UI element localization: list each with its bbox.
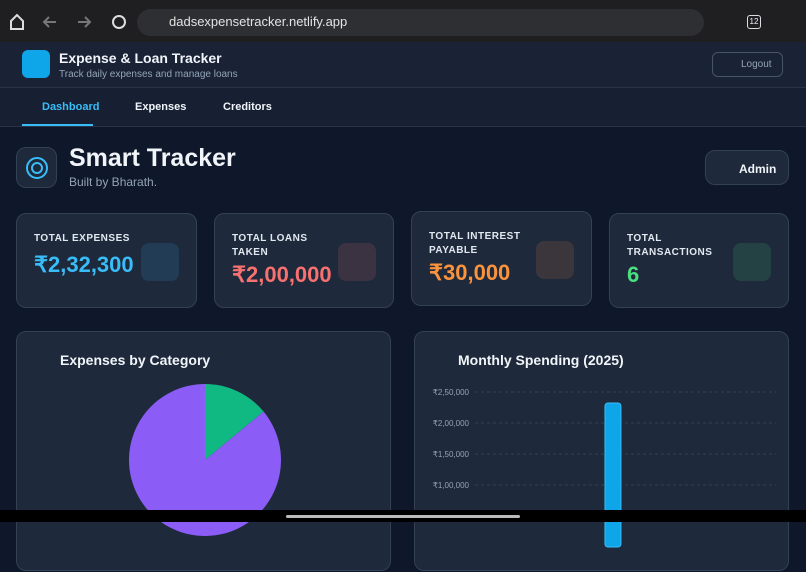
app-subtitle: Track daily expenses and manage loans bbox=[59, 69, 238, 80]
stat-card: TOTAL EXPENSES ₹2,32,300 bbox=[16, 213, 197, 308]
logo bbox=[22, 50, 50, 78]
gesture-area bbox=[0, 510, 806, 522]
stat-card: TOTAL TRANSACTIONS 6 bbox=[609, 213, 789, 308]
page-icon bbox=[16, 147, 57, 188]
pie-slice bbox=[205, 384, 264, 460]
app-header: Expense & Loan Tracker Track daily expen… bbox=[0, 42, 806, 88]
address-bar[interactable]: dadsexpensetracker.netlify.app bbox=[137, 9, 704, 36]
stat-icon bbox=[733, 242, 771, 281]
stat-icon bbox=[141, 242, 179, 281]
stat-label: TOTAL EXPENSES bbox=[34, 233, 130, 244]
browser-bar: dadsexpensetracker.netlify.app 12 bbox=[0, 0, 806, 42]
stat-value: ₹2,00,000 bbox=[232, 262, 332, 287]
stat-label: TOTAL TRANSACTIONS bbox=[627, 233, 713, 258]
stat-card: TOTAL INTEREST PAYABLE ₹30,000 bbox=[411, 211, 592, 306]
stat-icon bbox=[536, 240, 574, 279]
stat-value: ₹30,000 bbox=[429, 260, 511, 285]
bar bbox=[604, 402, 622, 548]
stat-label: TOTAL INTEREST PAYABLE bbox=[429, 231, 521, 256]
pie-slice bbox=[128, 384, 281, 536]
y-tick-label: ₹2,50,000 bbox=[433, 388, 470, 397]
nav-buttons[interactable] bbox=[8, 12, 128, 32]
nav-tab[interactable]: Creditors bbox=[223, 101, 272, 113]
chart: ₹1,00,000 ₹1,50,000 ₹2,00,000 ₹2,50,000 bbox=[433, 388, 776, 548]
admin-button[interactable]: Admin bbox=[705, 150, 789, 185]
y-tick-label: ₹2,00,000 bbox=[433, 419, 470, 428]
page-subtitle: Built by Bharath. bbox=[69, 175, 158, 189]
logout-button[interactable]: Logout bbox=[712, 52, 783, 77]
chart-card: Monthly Spending (2025) ₹1,00,000 ₹1,50,00… bbox=[414, 331, 789, 571]
tab-bar: Dashboard Expenses Creditors bbox=[0, 88, 806, 127]
page-title: Smart Tracker bbox=[69, 144, 236, 172]
active-indicator bbox=[22, 124, 93, 126]
stat-value: ₹2,32,300 bbox=[34, 252, 134, 277]
chart-title: Monthly Spending (2025) bbox=[458, 352, 624, 368]
chart-title: Expenses by Category bbox=[60, 352, 211, 368]
chart bbox=[128, 384, 281, 536]
chart-card: Expenses by Category bbox=[16, 331, 391, 571]
app-title: Expense & Loan Tracker bbox=[59, 50, 222, 66]
y-tick-label: ₹1,00,000 bbox=[433, 481, 470, 490]
stat-card: TOTAL LOANS TAKEN ₹2,00,000 bbox=[214, 213, 394, 308]
stat-value: 6 bbox=[627, 262, 640, 287]
y-tick-label: ₹1,50,000 bbox=[433, 450, 470, 459]
stat-icon bbox=[338, 242, 376, 281]
nav-tab[interactable]: Dashboard bbox=[42, 101, 100, 113]
nav-tab[interactable]: Expenses bbox=[135, 101, 187, 113]
tab-count[interactable]: 12 bbox=[747, 15, 761, 29]
stat-label: TOTAL LOANS TAKEN bbox=[232, 233, 308, 258]
